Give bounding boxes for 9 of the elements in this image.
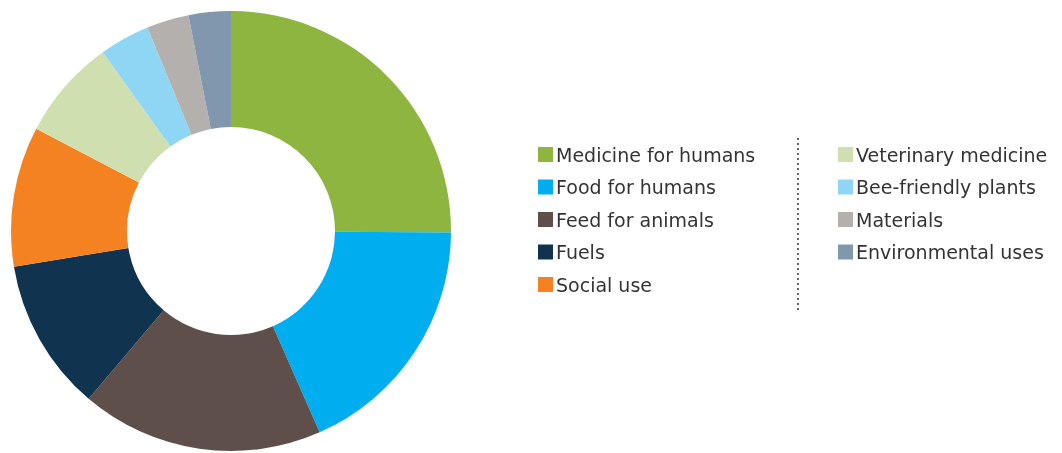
legend-label: Fuels	[556, 241, 605, 263]
legend-label: Bee-friendly plants	[856, 176, 1036, 198]
legend-label: Veterinary medicine	[856, 143, 1048, 166]
legend-label: Feed for animals	[556, 208, 714, 231]
legend-label: Medicine for humans	[556, 143, 756, 166]
legend-label: Social use	[556, 273, 653, 296]
legend-label: Food for humans	[556, 176, 716, 198]
legend-label: Materials	[856, 208, 944, 231]
legend-label: Environmental uses	[856, 241, 1044, 263]
